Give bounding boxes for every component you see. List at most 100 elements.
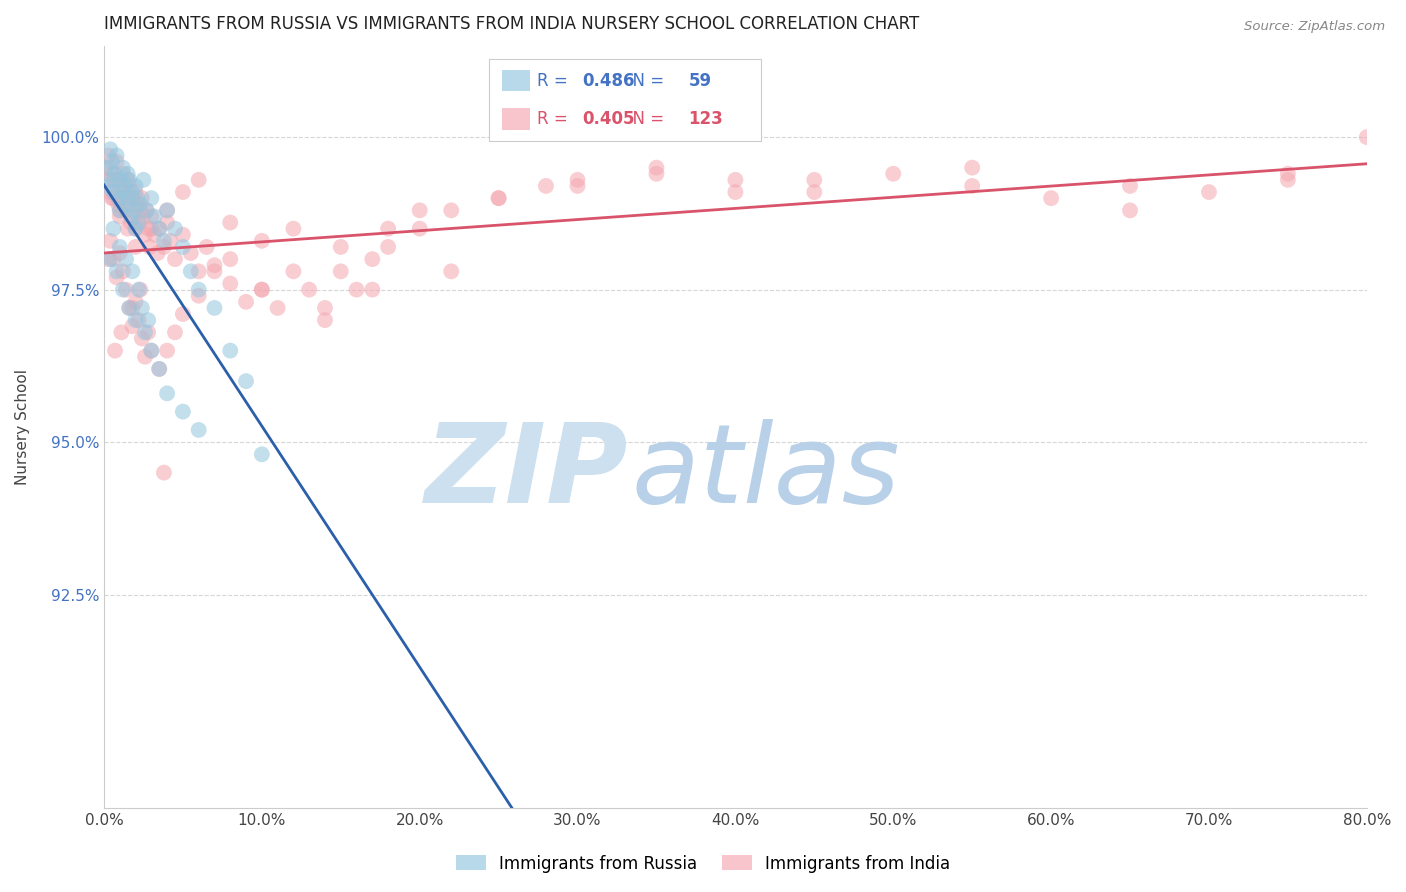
Point — [115, 252, 138, 267]
Point — [108, 240, 131, 254]
Point — [153, 466, 176, 480]
Point — [141, 343, 163, 358]
Point — [159, 234, 181, 248]
Point — [124, 185, 146, 199]
Point — [98, 252, 121, 267]
Point — [146, 246, 169, 260]
Point — [101, 173, 124, 187]
Point — [143, 210, 166, 224]
Point — [143, 227, 166, 242]
Point — [124, 240, 146, 254]
Point — [118, 178, 141, 193]
Point — [960, 161, 983, 175]
Point — [180, 246, 202, 260]
Point — [96, 173, 118, 187]
Point — [105, 154, 128, 169]
Point — [97, 252, 120, 267]
Point — [128, 215, 150, 229]
Point — [156, 203, 179, 218]
Point — [219, 277, 242, 291]
Text: N =: N = — [621, 71, 669, 90]
Point — [250, 234, 273, 248]
Point — [148, 221, 170, 235]
Point — [94, 161, 117, 175]
Point — [121, 301, 143, 315]
Point — [314, 301, 336, 315]
Point — [108, 246, 131, 260]
FancyBboxPatch shape — [502, 70, 530, 91]
Point — [107, 191, 129, 205]
Point — [1119, 178, 1142, 193]
Point — [440, 264, 463, 278]
Point — [204, 301, 226, 315]
Point — [117, 167, 139, 181]
Point — [118, 301, 141, 315]
Point — [219, 343, 242, 358]
Point — [567, 178, 589, 193]
Point — [141, 221, 163, 235]
Point — [377, 240, 399, 254]
Point — [97, 161, 120, 175]
Point — [187, 289, 209, 303]
Point — [172, 185, 194, 199]
Point — [645, 161, 668, 175]
Point — [104, 167, 127, 181]
Text: Source: ZipAtlas.com: Source: ZipAtlas.com — [1244, 20, 1385, 33]
Point — [329, 264, 352, 278]
Point — [110, 326, 132, 340]
Text: N =: N = — [621, 110, 669, 128]
Y-axis label: Nursery School: Nursery School — [15, 369, 30, 485]
Point — [134, 350, 156, 364]
Point — [110, 185, 132, 199]
Point — [156, 215, 179, 229]
Point — [882, 167, 904, 181]
Text: IMMIGRANTS FROM RUSSIA VS IMMIGRANTS FROM INDIA NURSERY SCHOOL CORRELATION CHART: IMMIGRANTS FROM RUSSIA VS IMMIGRANTS FRO… — [104, 15, 920, 33]
Point — [127, 191, 149, 205]
Point — [156, 386, 179, 401]
Text: atlas: atlas — [631, 419, 900, 526]
Point — [1198, 185, 1220, 199]
Point — [124, 221, 146, 235]
Point — [129, 197, 152, 211]
Point — [135, 203, 157, 218]
Point — [163, 221, 186, 235]
Point — [121, 264, 143, 278]
Point — [960, 178, 983, 193]
Point — [645, 167, 668, 181]
Point — [122, 203, 145, 218]
Point — [118, 173, 141, 187]
Point — [132, 210, 155, 224]
Point — [127, 197, 149, 211]
Point — [408, 203, 430, 218]
Point — [724, 173, 747, 187]
Point — [120, 215, 142, 229]
Point — [115, 283, 138, 297]
Point — [172, 227, 194, 242]
Point — [1119, 203, 1142, 218]
Point — [153, 234, 176, 248]
Point — [1277, 173, 1299, 187]
Point — [266, 301, 288, 315]
Point — [136, 221, 159, 235]
Point — [121, 191, 143, 205]
Point — [98, 142, 121, 156]
Point — [134, 326, 156, 340]
Point — [377, 221, 399, 235]
Text: R =: R = — [537, 110, 574, 128]
Point — [250, 447, 273, 461]
Point — [346, 283, 368, 297]
Point — [124, 178, 146, 193]
Point — [195, 240, 218, 254]
Point — [172, 240, 194, 254]
Point — [118, 301, 141, 315]
Point — [283, 264, 305, 278]
Point — [117, 197, 139, 211]
Point — [141, 210, 163, 224]
Point — [129, 203, 152, 218]
Point — [124, 313, 146, 327]
Point — [108, 203, 131, 218]
Point — [124, 221, 146, 235]
Point — [103, 252, 125, 267]
Point — [108, 203, 131, 218]
Point — [361, 252, 384, 267]
